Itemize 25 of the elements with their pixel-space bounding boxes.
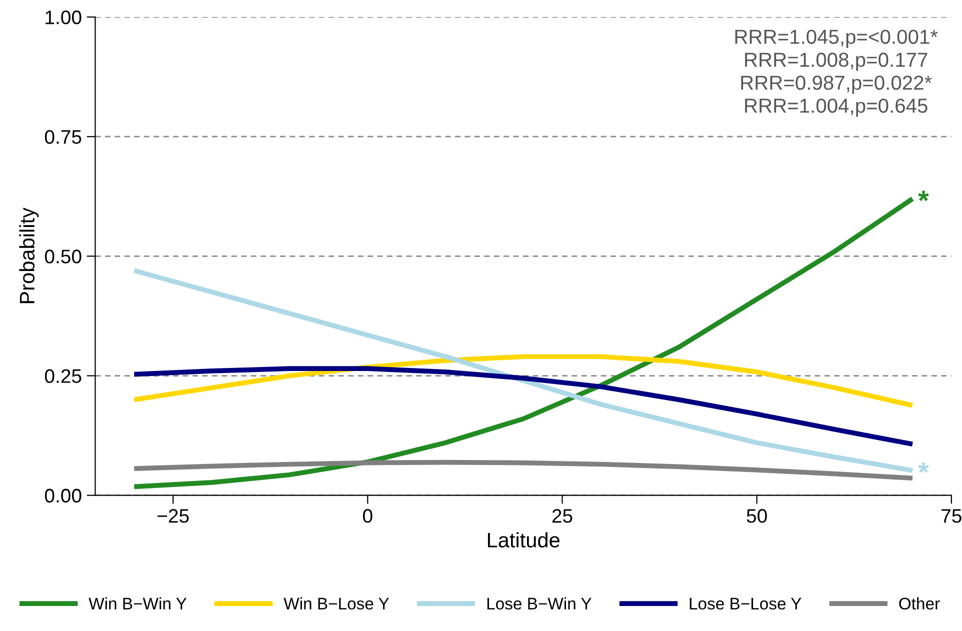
legend-label: Other <box>899 597 940 610</box>
y-tick-label: 0.75 <box>44 130 82 144</box>
legend-label: Win B−Win Y <box>88 597 187 610</box>
y-tick-label: 1.00 <box>46 10 82 24</box>
y-axis-title: Probability <box>19 208 39 304</box>
annotation: RRR=1.045,p=<0.001* <box>735 30 938 48</box>
x-tick-label: 50 <box>746 509 767 523</box>
legend-label: Win B−Lose Y <box>284 597 390 610</box>
line-series <box>132 354 915 408</box>
y-tick-label: 0.25 <box>44 369 82 383</box>
annotation: RRR=1.008,p=0.177 <box>745 52 928 71</box>
y-tick-label: 0.50 <box>44 250 82 264</box>
annotation: * <box>918 190 929 202</box>
annotation: RRR=0.987,p=0.022* <box>741 76 932 94</box>
x-tick-label: 25 <box>552 509 572 523</box>
annotation: * <box>918 462 929 473</box>
x-tick-label: 0 <box>363 509 372 523</box>
legend-label: Lose B−Lose Y <box>690 598 802 610</box>
x-tick-label: −25 <box>158 509 189 523</box>
annotation: RRR=1.004,p=0.645 <box>745 98 928 117</box>
legend-label: Lose B−Win Y <box>487 597 592 610</box>
x-axis-title: Latitude <box>488 532 560 548</box>
x-tick-label: 75 <box>942 509 962 523</box>
y-tick-label: 0.00 <box>44 488 82 503</box>
line-series <box>132 268 915 473</box>
